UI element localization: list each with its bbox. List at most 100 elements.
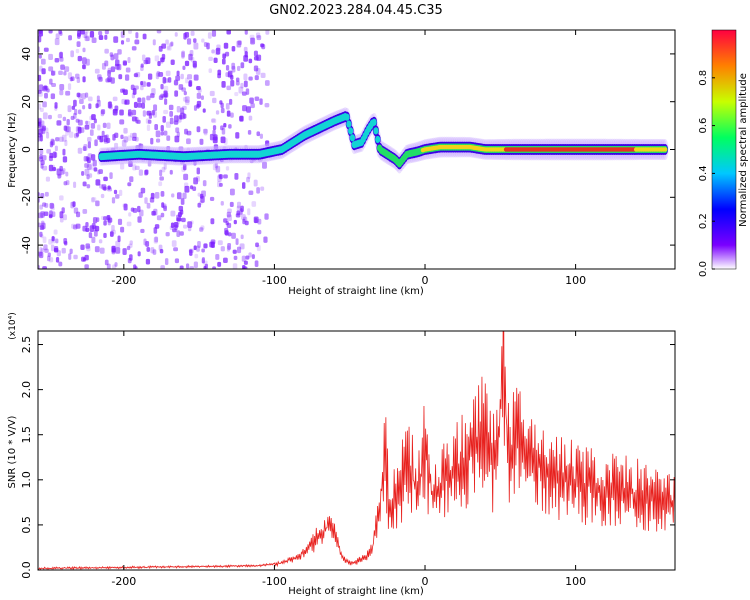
noise-speck	[92, 216, 98, 224]
noise-speck	[86, 184, 91, 189]
noise-speck	[146, 95, 151, 101]
noise-speck	[183, 224, 188, 229]
x-tick-label: 0	[422, 274, 429, 287]
noise-speck	[228, 124, 232, 129]
noise-speck	[235, 80, 240, 86]
noise-speck	[89, 30, 95, 38]
noise-speck	[221, 80, 226, 88]
noise-speck	[212, 125, 217, 131]
noise-speck	[243, 73, 248, 81]
snr-y-label: SNR (10 * V/V)	[7, 415, 18, 488]
noise-speck	[41, 222, 46, 230]
noise-speck	[156, 70, 160, 77]
noise-speck	[104, 48, 109, 54]
noise-speck	[54, 58, 60, 63]
noise-speck	[231, 232, 236, 239]
noise-speck	[71, 105, 76, 110]
noise-speck	[38, 89, 42, 94]
noise-speck	[181, 50, 185, 58]
noise-speck	[200, 193, 204, 199]
noise-speck	[210, 218, 215, 225]
noise-speck	[176, 70, 180, 77]
noise-speck	[225, 65, 230, 71]
noise-speck	[44, 92, 48, 99]
noise-speck	[200, 225, 205, 230]
noise-speck	[58, 52, 63, 60]
noise-speck	[95, 179, 101, 186]
noise-speck	[240, 82, 244, 89]
noise-speck	[111, 197, 116, 204]
noise-speck	[129, 176, 134, 183]
noise-speck	[75, 211, 81, 218]
noise-speck	[253, 179, 258, 187]
noise-speck	[120, 163, 125, 170]
noise-speck	[123, 61, 127, 66]
noise-speck	[48, 164, 54, 172]
noise-speck	[82, 47, 86, 53]
noise-speck	[186, 38, 192, 45]
noise-speck	[42, 127, 46, 135]
noise-speck	[213, 134, 218, 141]
noise-speck	[75, 223, 81, 229]
noise-speck	[113, 53, 119, 60]
noise-speck	[249, 97, 254, 104]
snr-panel: -200 -100 0 100 0.0 0.5 1.0 1.5 2.0 2.5 Height of…	[7, 312, 676, 597]
noise-speck	[48, 214, 53, 219]
colorbar-tick-label: 0.8	[698, 70, 709, 86]
noise-speck	[160, 190, 165, 197]
noise-speck	[46, 132, 50, 139]
noise-speck	[56, 168, 62, 176]
noise-speck	[242, 182, 246, 189]
noise-speck	[202, 128, 208, 134]
noise-speck	[80, 244, 85, 250]
noise-speck	[165, 232, 170, 237]
noise-speck	[128, 243, 133, 248]
noise-speck	[58, 136, 64, 142]
noise-speck	[98, 30, 103, 36]
noise-speck	[223, 257, 228, 263]
noise-speck	[85, 35, 91, 42]
noise-speck	[154, 236, 159, 243]
noise-speck	[87, 96, 93, 102]
noise-speck	[170, 41, 174, 47]
noise-speck	[141, 97, 146, 104]
y-tick-label: 2.0	[20, 381, 33, 399]
noise-speck	[48, 238, 53, 245]
noise-speck	[103, 232, 107, 238]
noise-speck	[75, 126, 80, 133]
colorbar-tick-label: 0.6	[698, 118, 709, 134]
noise-speck	[42, 165, 48, 171]
noise-speck	[51, 70, 55, 76]
noise-speck	[85, 243, 91, 249]
y-tick-label: 0.5	[20, 516, 33, 534]
noise-speck	[134, 39, 140, 45]
noise-speck	[122, 88, 126, 93]
noise-speck	[140, 81, 144, 86]
noise-speck	[178, 84, 184, 90]
noise-speck	[38, 212, 44, 219]
noise-speck	[91, 114, 96, 120]
noise-speck	[112, 108, 118, 116]
noise-speck	[216, 44, 221, 51]
noise-speck	[171, 240, 177, 247]
noise-speck	[245, 255, 250, 260]
noise-speck	[95, 200, 100, 207]
noise-speck	[253, 50, 258, 57]
noise-speck	[160, 57, 165, 63]
noise-speck	[140, 228, 145, 233]
noise-speck	[254, 96, 260, 101]
noise-speck	[157, 61, 161, 67]
noise-speck	[176, 106, 181, 113]
noise-speck	[248, 58, 253, 64]
noise-speck	[208, 56, 213, 61]
noise-speck	[189, 50, 194, 57]
noise-speck	[42, 266, 47, 269]
noise-speck	[82, 181, 87, 187]
noise-speck	[43, 211, 49, 216]
noise-speck	[77, 126, 82, 134]
noise-speck	[214, 48, 220, 56]
noise-speck	[84, 264, 89, 269]
noise-speck	[45, 127, 49, 133]
noise-speck	[201, 248, 205, 253]
noise-speck	[187, 74, 193, 80]
